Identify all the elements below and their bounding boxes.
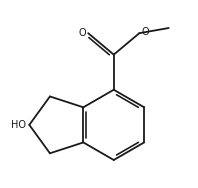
Text: O: O [78, 28, 86, 38]
Text: O: O [142, 27, 149, 37]
Text: HO: HO [11, 120, 26, 130]
